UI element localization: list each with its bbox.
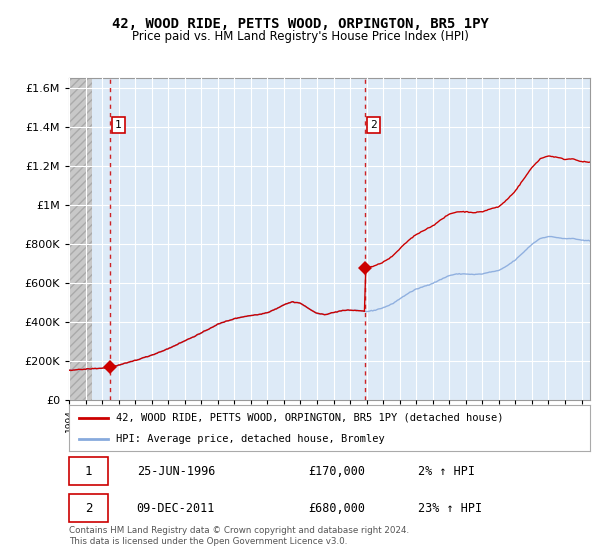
Text: £680,000: £680,000: [308, 502, 365, 515]
Text: HPI: Average price, detached house, Bromley: HPI: Average price, detached house, Brom…: [116, 435, 385, 444]
Text: £170,000: £170,000: [308, 465, 365, 478]
Bar: [69, 78, 92, 400]
Text: 1: 1: [85, 465, 92, 478]
Text: 25-JUN-1996: 25-JUN-1996: [137, 465, 215, 478]
Text: 2: 2: [370, 120, 377, 130]
Text: 2: 2: [85, 502, 92, 515]
FancyBboxPatch shape: [69, 457, 108, 485]
Text: 2% ↑ HPI: 2% ↑ HPI: [418, 465, 475, 478]
Text: Contains HM Land Registry data © Crown copyright and database right 2024.
This d: Contains HM Land Registry data © Crown c…: [69, 526, 409, 546]
FancyBboxPatch shape: [69, 494, 108, 522]
Text: Price paid vs. HM Land Registry's House Price Index (HPI): Price paid vs. HM Land Registry's House …: [131, 30, 469, 43]
Text: 23% ↑ HPI: 23% ↑ HPI: [418, 502, 482, 515]
Text: 42, WOOD RIDE, PETTS WOOD, ORPINGTON, BR5 1PY (detached house): 42, WOOD RIDE, PETTS WOOD, ORPINGTON, BR…: [116, 413, 503, 423]
Text: 42, WOOD RIDE, PETTS WOOD, ORPINGTON, BR5 1PY: 42, WOOD RIDE, PETTS WOOD, ORPINGTON, BR…: [112, 17, 488, 31]
Text: 09-DEC-2011: 09-DEC-2011: [137, 502, 215, 515]
Text: 1: 1: [115, 120, 122, 130]
